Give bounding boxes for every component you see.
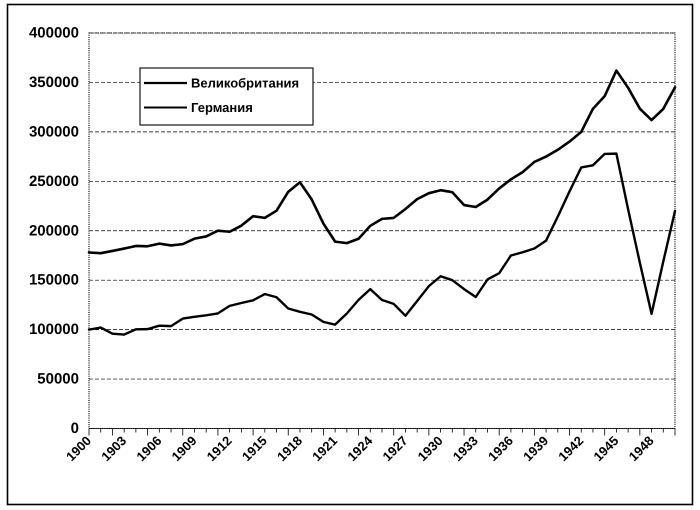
svg-text:Великобритания: Великобритания <box>191 76 299 91</box>
svg-text:350000: 350000 <box>29 74 79 91</box>
svg-text:200000: 200000 <box>29 222 79 239</box>
svg-text:300000: 300000 <box>29 123 79 140</box>
svg-text:400000: 400000 <box>29 25 79 42</box>
svg-text:Германия: Германия <box>191 100 253 115</box>
svg-text:50000: 50000 <box>37 371 79 388</box>
svg-text:150000: 150000 <box>29 272 79 289</box>
svg-text:0: 0 <box>71 420 79 437</box>
svg-text:250000: 250000 <box>29 173 79 190</box>
svg-text:100000: 100000 <box>29 321 79 338</box>
